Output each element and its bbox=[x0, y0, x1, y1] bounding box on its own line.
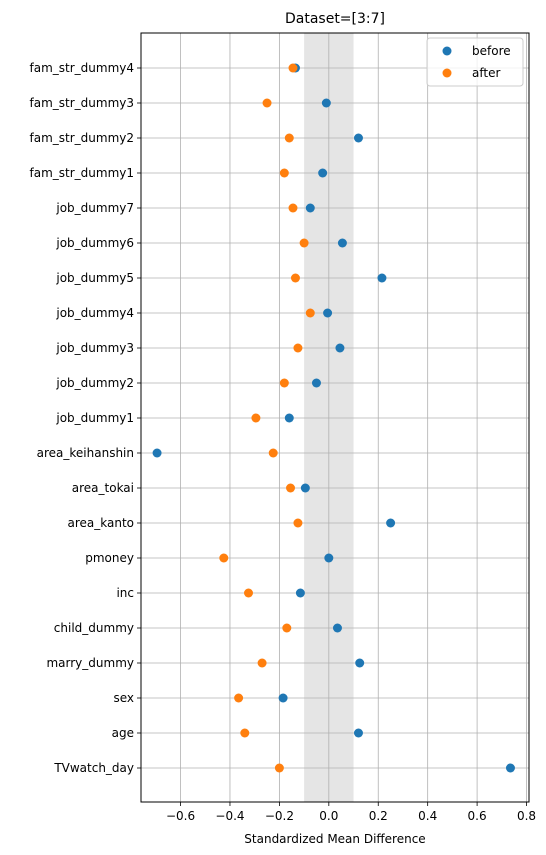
data-point-before bbox=[377, 273, 387, 283]
x-tick-label: −0.2 bbox=[265, 809, 294, 823]
data-point-before bbox=[324, 553, 334, 563]
chart-title: Dataset=[3:7] bbox=[285, 11, 385, 27]
data-point-before bbox=[386, 518, 396, 528]
y-tick-label: job_dummy3 bbox=[55, 341, 134, 355]
data-point-after bbox=[288, 63, 298, 73]
x-grid bbox=[180, 33, 527, 802]
x-tick-label: −0.4 bbox=[215, 809, 244, 823]
data-point-after bbox=[234, 693, 244, 703]
x-tick-label: 0.2 bbox=[369, 809, 388, 823]
x-axis-label: Standardized Mean Difference bbox=[244, 832, 425, 846]
data-point-before bbox=[337, 238, 347, 248]
data-point-after bbox=[274, 763, 284, 773]
x-tick-label: 0.6 bbox=[468, 809, 487, 823]
data-point-after bbox=[299, 238, 309, 248]
y-tick-label: area_kanto bbox=[67, 516, 134, 530]
x-tick-label: −0.6 bbox=[166, 809, 195, 823]
data-point-before bbox=[284, 413, 294, 423]
y-tick-label: area_tokai bbox=[72, 481, 134, 495]
x-tick-label: 0.4 bbox=[418, 809, 437, 823]
y-tick-label: fam_str_dummy3 bbox=[30, 96, 135, 110]
data-point-before bbox=[353, 728, 363, 738]
data-point-after bbox=[251, 413, 261, 423]
x-tick-label: 0.0 bbox=[319, 809, 338, 823]
y-tick-label: pmoney bbox=[85, 551, 134, 565]
y-tick-label: job_dummy6 bbox=[55, 236, 134, 250]
data-points bbox=[152, 63, 515, 773]
data-point-after bbox=[268, 448, 278, 458]
data-point-before bbox=[353, 133, 363, 143]
data-point-after bbox=[257, 658, 267, 668]
data-point-before bbox=[295, 588, 305, 598]
y-tick-label: marry_dummy bbox=[46, 656, 134, 670]
y-tick-label: child_dummy bbox=[54, 621, 134, 635]
data-point-after bbox=[262, 98, 272, 108]
plot-frame bbox=[140, 32, 530, 803]
y-tick-label: job_dummy5 bbox=[55, 271, 134, 285]
y-ticks: TVwatch_day age sex marry_dummy child_dummy i… bbox=[30, 61, 141, 775]
data-point-before bbox=[300, 483, 310, 493]
data-point-before bbox=[505, 763, 515, 773]
data-point-before bbox=[321, 98, 331, 108]
y-tick-label: TVwatch_day bbox=[53, 761, 134, 775]
data-point-after bbox=[288, 203, 298, 213]
y-tick-label: sex bbox=[113, 691, 134, 705]
data-point-before bbox=[323, 308, 333, 318]
data-point-after bbox=[286, 483, 296, 493]
data-point-before bbox=[278, 693, 288, 703]
legend-label-after: after bbox=[472, 66, 500, 80]
data-point-before bbox=[335, 343, 345, 353]
data-point-after bbox=[279, 378, 289, 388]
data-point-after bbox=[219, 553, 229, 563]
data-point-before bbox=[332, 623, 342, 633]
y-tick-label: inc bbox=[116, 586, 134, 600]
data-point-before bbox=[318, 168, 328, 178]
x-ticks: −0.6 −0.4 −0.2 0.0 0.2 0.4 0.6 0.8 bbox=[166, 802, 536, 823]
y-tick-label: job_dummy1 bbox=[55, 411, 134, 425]
data-point-after bbox=[282, 623, 292, 633]
data-point-before bbox=[305, 203, 315, 213]
y-tick-label: fam_str_dummy1 bbox=[30, 166, 135, 180]
y-tick-label: fam_str_dummy2 bbox=[30, 131, 135, 145]
legend: before after bbox=[426, 37, 524, 87]
data-point-before bbox=[311, 378, 321, 388]
data-point-after bbox=[305, 308, 315, 318]
data-point-after bbox=[293, 343, 303, 353]
data-point-after bbox=[279, 168, 289, 178]
y-tick-label: job_dummy7 bbox=[55, 201, 134, 215]
y-tick-label: fam_str_dummy4 bbox=[30, 61, 135, 75]
data-point-after bbox=[240, 728, 250, 738]
y-tick-label: job_dummy2 bbox=[55, 376, 134, 390]
y-tick-label: job_dummy4 bbox=[55, 306, 134, 320]
legend-label-before: before bbox=[472, 44, 511, 58]
x-tick-label: 0.8 bbox=[517, 809, 536, 823]
y-grid bbox=[141, 67, 529, 769]
legend-marker-before bbox=[442, 46, 452, 56]
data-point-after bbox=[244, 588, 254, 598]
data-point-before bbox=[355, 658, 365, 668]
data-point-after bbox=[284, 133, 294, 143]
legend-marker-after bbox=[442, 68, 452, 78]
data-point-after bbox=[290, 273, 300, 283]
data-point-after bbox=[293, 518, 303, 528]
data-point-before bbox=[152, 448, 162, 458]
y-tick-label: age bbox=[112, 726, 134, 740]
y-tick-label: area_keihanshin bbox=[37, 446, 134, 460]
